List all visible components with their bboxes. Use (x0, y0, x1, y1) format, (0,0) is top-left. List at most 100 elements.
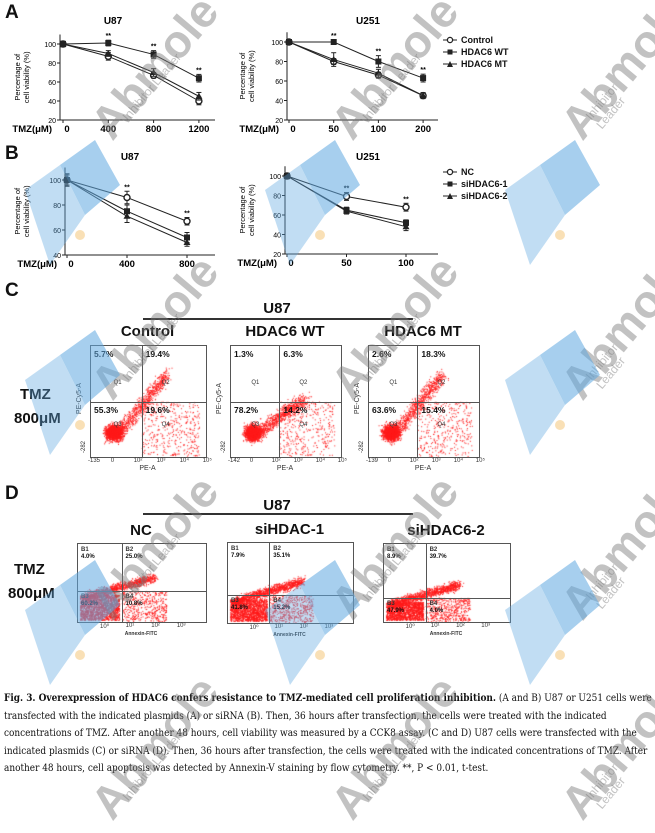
quadrant-percentage: 15.4% (421, 404, 446, 415)
flow-plot-title: Control (120, 323, 175, 340)
flow-plot-sihdac6-2: siHDAC6-2 8.9% B1 39.7% B2 47.9% B3 4.0% B4 10⁰ 10… (383, 522, 511, 637)
x-tick-label: 800 (146, 124, 162, 135)
legend-b: NC siHDAC6-1 siHDAC6-2 (443, 166, 508, 202)
quadrant-percentage: 14.2% (283, 404, 308, 415)
legend-item-nc: NC (443, 166, 508, 178)
data-point (123, 193, 131, 202)
quadrant-percentage: 15.2% (273, 605, 290, 611)
data-point (343, 207, 350, 214)
y-tick-label: 100 (269, 174, 281, 181)
x-min-label: -139 (366, 458, 379, 464)
y-axis-label: cell viability (%) (22, 51, 31, 103)
data-point (374, 69, 382, 76)
x-tick-label: 0 (68, 259, 73, 270)
y-axis-label: cell viability (%) (247, 184, 256, 236)
quadrant-label: B4 (273, 598, 281, 604)
figure-caption: Fig. 3. Overexpression of HDAC6 confers … (4, 690, 654, 778)
quadrant-percentage: 10.8% (125, 600, 143, 607)
watermark-shape-icon (505, 330, 600, 455)
y-axis-label: Percentage of (13, 53, 22, 101)
x-tick-label: 10² (456, 623, 465, 629)
panel-c-cell-line: U87 (263, 300, 291, 317)
chart-title: U87 (121, 152, 140, 163)
legend-label: siHDAC6-1 (461, 179, 508, 189)
x-axis-label: PE-A (139, 465, 156, 472)
y-tick-label: 20 (273, 252, 281, 259)
y-tick-label: 40 (273, 233, 281, 240)
panel-label-b: B (5, 143, 19, 164)
legend-item-control: Control (443, 34, 509, 46)
x-axis-label: PE-A (414, 465, 432, 472)
quadrant-percentage: 41.8% (231, 605, 249, 611)
x-tick-label: 10⁰ (405, 624, 415, 630)
treatment-drug: TMZ (14, 561, 45, 578)
x-tick-label: 10³ (176, 623, 186, 629)
chart-title: U251 (356, 16, 380, 27)
x-min-label: -142 (228, 458, 241, 464)
data-point (419, 92, 427, 99)
y-tick-label: 40 (53, 253, 61, 260)
x-tick-label: 10⁰ (100, 624, 110, 630)
gate-line-horizontal (78, 590, 206, 592)
series-line (62, 43, 200, 102)
chart-a-u251: U251 20 40 60 80 100 0 50 ** 100 ** 200 ** TMZ(μM) Per… (238, 16, 438, 135)
data-point (150, 51, 157, 58)
data-point (195, 75, 202, 82)
gate-line-horizontal (91, 401, 206, 403)
x-axis-label: Annexin-FITC (429, 631, 463, 637)
quadrant-label: Q4 (161, 421, 170, 428)
x-tick-label: 50 (341, 258, 352, 269)
quadrant-label: Q1 (113, 379, 122, 386)
quadrant-label: B3 (387, 600, 395, 607)
x-tick-label: 100 (398, 258, 414, 269)
flow-plot-title: siHDAC-1 (254, 521, 325, 538)
series-line (288, 41, 424, 97)
quadrant-percentage: 8.9% (387, 554, 401, 560)
gate-line-horizontal (384, 597, 510, 599)
treatment-dose: 800μM (8, 585, 55, 602)
quadrant-percentage: 78.2% (234, 404, 259, 415)
x-min-label: -135 (88, 458, 101, 464)
significance-marker: ** (124, 184, 130, 191)
x-tick-label: 0 (288, 258, 293, 269)
flow-plot-title: HDAC6 MT (384, 323, 462, 340)
significance-marker: ** (403, 196, 409, 203)
x-tick-label: 100 (370, 124, 386, 135)
x-tick-label: 10⁴ (179, 458, 189, 464)
panel-label-c: C (5, 280, 19, 301)
gate-line-horizontal (228, 595, 353, 596)
x-tick-label: 10² (271, 458, 281, 464)
series-control (285, 38, 427, 100)
data-point (330, 56, 338, 63)
y-tick-label: 20 (48, 118, 56, 125)
x-axis-label: Annexin-FITC (124, 631, 158, 637)
significance-marker: ** (184, 211, 190, 218)
quadrant-label: Q2 (437, 379, 446, 386)
x-tick-label: 10² (409, 458, 419, 464)
legend-label: siHDAC6-2 (461, 191, 508, 201)
series-sihdac6-2 (283, 172, 410, 232)
y-tick-label: 20 (275, 118, 283, 125)
significance-marker: ** (106, 33, 112, 40)
y-min-label: -282 (359, 440, 366, 454)
series-line (62, 43, 200, 97)
y-tick-label: 60 (48, 80, 56, 87)
flow-scatter-dots (384, 544, 510, 622)
data-point (123, 212, 131, 219)
watermark-shape-icon (265, 560, 360, 685)
x-axis-label: TMZ(μM) (17, 259, 57, 270)
quadrant-label: Q4 (437, 421, 446, 428)
data-point (402, 223, 410, 230)
x-tick-label: 800 (179, 259, 195, 270)
quadrant-percentage: 2.6% (372, 349, 392, 359)
y-axis-label: Percentage of (13, 187, 22, 235)
y-tick-label: 80 (48, 61, 56, 68)
legend-item-sihdac6-2: siHDAC6-2 (443, 190, 508, 202)
data-point (195, 92, 203, 99)
watermark-shape-icon (505, 140, 600, 265)
data-point (150, 69, 158, 75)
data-point (283, 172, 291, 179)
treatment-drug: TMZ (14, 383, 61, 407)
panel-d-cell-line: U87 (263, 497, 291, 514)
y-axis-label: cell viability (%) (247, 50, 256, 102)
